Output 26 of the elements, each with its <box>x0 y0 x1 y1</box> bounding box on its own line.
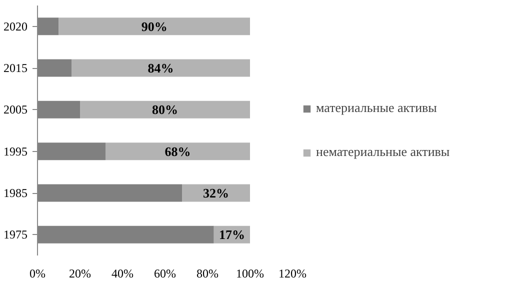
data-label: 68% <box>164 144 191 159</box>
y-tick-label: 1995 <box>4 144 28 158</box>
y-tick-label: 1975 <box>4 228 28 242</box>
y-tick-label: 2020 <box>4 19 28 34</box>
legend-label: материальные активы <box>316 100 437 116</box>
bar <box>80 100 250 118</box>
legend-label: нематериальные активы <box>316 144 450 160</box>
x-tick-label: 80% <box>196 266 218 280</box>
x-tick-label: 120% <box>278 266 306 280</box>
y-tick-label: 2015 <box>4 61 28 75</box>
x-tick-label: 0% <box>30 266 46 280</box>
x-tick-label: 20% <box>69 266 91 280</box>
bar <box>182 184 250 202</box>
bar <box>106 142 250 160</box>
y-tick-label: 2005 <box>4 102 28 117</box>
data-label: 80% <box>152 102 178 118</box>
bar <box>72 59 250 77</box>
data-label: 32% <box>203 186 229 200</box>
data-label: 17% <box>218 227 245 242</box>
y-tick-label: 1985 <box>4 186 28 200</box>
x-tick-label: 100% <box>236 266 264 280</box>
data-label: 84% <box>148 60 174 76</box>
x-tick-label: 60% <box>154 266 176 280</box>
x-tick-label: 40% <box>112 266 134 280</box>
data-label: 90% <box>141 18 168 34</box>
bar <box>58 18 250 36</box>
